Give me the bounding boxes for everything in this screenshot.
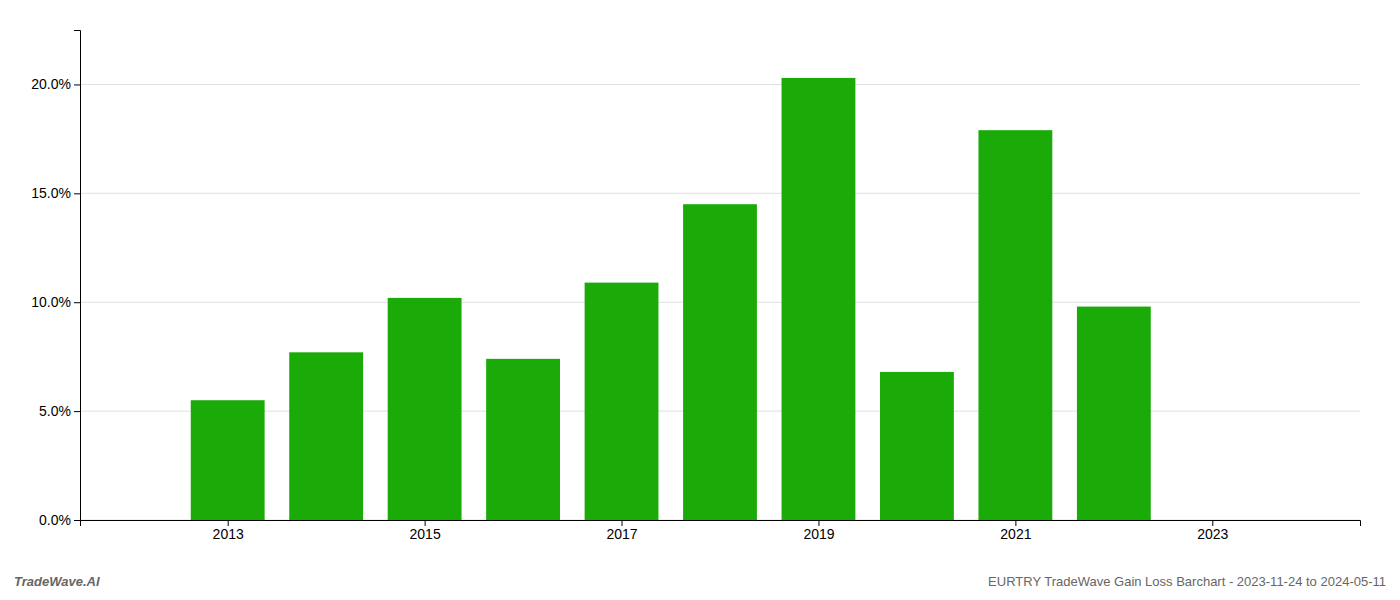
bar [978, 130, 1052, 520]
x-tick-label: 2013 [213, 526, 244, 542]
footer-right: EURTRY TradeWave Gain Loss Barchart - 20… [988, 574, 1386, 589]
x-tick-label: 2017 [606, 526, 637, 542]
y-tick-mark [74, 520, 80, 521]
y-tick-label: 10.0% [31, 294, 71, 310]
y-tick: 15.0% [31, 185, 80, 201]
y-tick: 5.0% [39, 403, 80, 419]
x-tick-label: 2023 [1197, 526, 1228, 542]
bar [388, 298, 462, 520]
x-tick: 2017 [606, 520, 637, 542]
x-tick-label: 2021 [1000, 526, 1031, 542]
y-tick-label: 15.0% [31, 185, 71, 201]
x-tick: 2013 [213, 520, 244, 542]
plot: 2013 2015 2017 2019 2021 2023 0.0% 5.0% 10.0% 15.… [31, 31, 1360, 542]
y-tick-mark [74, 302, 80, 303]
x-tick-label: 2015 [410, 526, 441, 542]
bar [1077, 307, 1151, 520]
y-tick-label: 20.0% [31, 76, 71, 92]
grid-line [80, 84, 1360, 85]
y-tick: 0.0% [39, 512, 80, 528]
y-tick-mark [74, 411, 80, 412]
bars [191, 78, 1151, 520]
x-tick: 2015 [410, 520, 441, 542]
bar [683, 204, 757, 520]
bar [486, 359, 560, 520]
y-axis-line [74, 31, 81, 521]
footer-left: TradeWave.AI [14, 574, 100, 589]
x-tick: 2021 [1000, 520, 1031, 542]
y-tick: 20.0% [31, 76, 80, 92]
y-tick-label: 0.0% [39, 512, 71, 528]
y-tick-label: 5.0% [39, 403, 71, 419]
bar [289, 352, 363, 520]
y-tick-mark [74, 193, 80, 194]
bar [880, 372, 954, 520]
bar [585, 283, 659, 520]
grid-line [80, 193, 1360, 194]
y-tick-mark [74, 84, 80, 85]
x-tick: 2023 [1197, 520, 1228, 542]
y-axis: 0.0% 5.0% 10.0% 15.0% 20.0% [31, 31, 80, 528]
grid [80, 84, 1360, 520]
x-axis-line [81, 521, 1361, 527]
x-tick: 2019 [803, 520, 834, 542]
bar [782, 78, 856, 520]
x-tick-label: 2019 [803, 526, 834, 542]
chart: 2013 2015 2017 2019 2021 2023 0.0% 5.0% 10.0% 15.… [0, 0, 1400, 600]
y-tick: 10.0% [31, 294, 80, 310]
bar [191, 400, 265, 520]
x-axis: 2013 2015 2017 2019 2021 2023 [81, 520, 1361, 542]
